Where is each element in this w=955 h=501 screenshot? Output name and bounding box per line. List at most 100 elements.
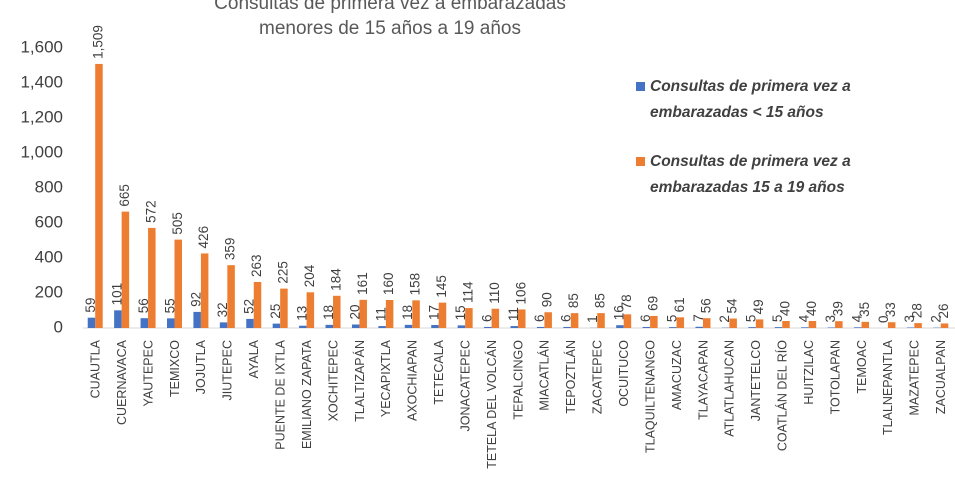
data-label: 49 xyxy=(751,299,766,314)
bar xyxy=(325,324,334,328)
y-tick-label: 400 xyxy=(35,247,63,266)
data-label: 18 xyxy=(400,305,415,320)
bar xyxy=(438,302,447,328)
bar xyxy=(193,311,201,328)
x-tick-label: TEPOZTLÁN xyxy=(563,340,578,414)
bar xyxy=(518,309,526,328)
legend-entry: Consultas de primera vez a embarazadas 1… xyxy=(636,149,936,201)
data-label: 40 xyxy=(778,301,793,316)
bar xyxy=(755,319,764,328)
data-label: 114 xyxy=(460,281,475,303)
x-tick-label: COATLÁN DEL RÍO xyxy=(775,340,790,451)
bar xyxy=(774,327,783,328)
bar xyxy=(616,325,624,328)
y-tick-label: 800 xyxy=(35,177,63,196)
data-label: 33 xyxy=(883,302,898,317)
x-tick-label: TEMOAC xyxy=(855,340,869,393)
data-label: 20 xyxy=(347,304,362,319)
bar xyxy=(801,327,809,328)
bar xyxy=(642,326,651,328)
legend-swatch xyxy=(636,157,645,166)
data-label: 17 xyxy=(427,305,442,320)
data-label: 54 xyxy=(725,298,740,314)
data-label: 160 xyxy=(381,272,396,295)
data-label: 18 xyxy=(321,305,336,320)
bar xyxy=(378,326,386,328)
x-tick-label: XOCHITEPEC xyxy=(326,340,340,421)
x-tick-label: JIUTEPEC xyxy=(221,340,235,400)
bar xyxy=(650,315,658,328)
legend-swatch xyxy=(636,82,645,91)
x-tick-label: ZACATEPEC xyxy=(591,340,605,414)
bar xyxy=(253,281,262,328)
data-label: 161 xyxy=(355,272,370,295)
data-label: 0 xyxy=(876,315,891,323)
bar xyxy=(227,265,235,328)
data-label: 85 xyxy=(566,293,581,308)
bar xyxy=(510,326,518,328)
data-label: 90 xyxy=(540,292,555,307)
bar xyxy=(174,239,182,328)
data-label: 110 xyxy=(487,282,502,304)
data-label: 225 xyxy=(275,261,290,284)
data-label: 2 xyxy=(929,315,944,323)
data-label: 39 xyxy=(830,301,845,316)
bar xyxy=(457,325,466,328)
data-label: 69 xyxy=(645,296,660,311)
x-tick-label: AYALA xyxy=(247,339,261,378)
data-label: 4 xyxy=(849,314,864,322)
data-label: 572 xyxy=(143,200,158,223)
y-tick-label: 600 xyxy=(35,212,63,231)
data-label: 5 xyxy=(664,315,679,323)
data-label: 26 xyxy=(936,303,951,318)
bar xyxy=(597,313,605,328)
bar xyxy=(431,325,439,328)
bar xyxy=(835,321,843,328)
bar xyxy=(544,312,552,328)
bar xyxy=(148,227,156,328)
y-tick-label: 200 xyxy=(35,282,63,301)
data-label: 92 xyxy=(189,292,204,307)
x-tick-label: ZACUALPAN xyxy=(934,340,948,414)
data-label: 158 xyxy=(408,273,423,296)
x-tick-label: TLALNEPANTLA xyxy=(881,339,895,435)
data-label: 11 xyxy=(374,307,389,321)
data-label: 61 xyxy=(672,297,687,312)
bar xyxy=(484,326,492,328)
bar xyxy=(887,322,896,328)
x-tick-label: PUENTE DE IXTLA xyxy=(273,339,287,449)
bar xyxy=(940,323,949,328)
data-label: 505 xyxy=(170,212,185,235)
x-tick-label: OCUITUCO xyxy=(617,340,631,407)
data-label: 3 xyxy=(902,315,917,323)
bar xyxy=(385,300,394,328)
data-label: 6 xyxy=(559,314,574,322)
data-label: 665 xyxy=(117,184,132,207)
bar xyxy=(536,326,545,328)
bar xyxy=(702,318,711,328)
bar xyxy=(246,318,254,328)
data-label: 204 xyxy=(302,264,317,287)
bar xyxy=(121,211,130,328)
x-tick-label: YECAPIXTLA xyxy=(379,339,393,417)
data-label: 4 xyxy=(796,314,811,322)
x-tick-label: TETECALA xyxy=(432,339,446,404)
data-label: 40 xyxy=(804,301,819,316)
bar xyxy=(140,318,149,328)
bar xyxy=(95,63,103,329)
data-label: 56 xyxy=(136,298,151,313)
legend-label: Consultas de primera vez a embarazadas <… xyxy=(650,78,851,121)
data-label: 5 xyxy=(744,315,759,323)
bar xyxy=(563,326,571,328)
bar xyxy=(351,324,360,328)
bar xyxy=(906,327,915,328)
x-tick-label: JOJUTLA xyxy=(194,339,208,394)
data-label: 32 xyxy=(215,302,230,317)
bar xyxy=(280,288,288,328)
bar xyxy=(465,308,473,328)
bar xyxy=(306,292,315,328)
bar xyxy=(623,314,632,328)
x-tick-label: TEPALCINGO xyxy=(511,340,525,420)
x-tick-label: AMACUZAC xyxy=(670,340,684,410)
data-label: 11 xyxy=(506,307,521,321)
